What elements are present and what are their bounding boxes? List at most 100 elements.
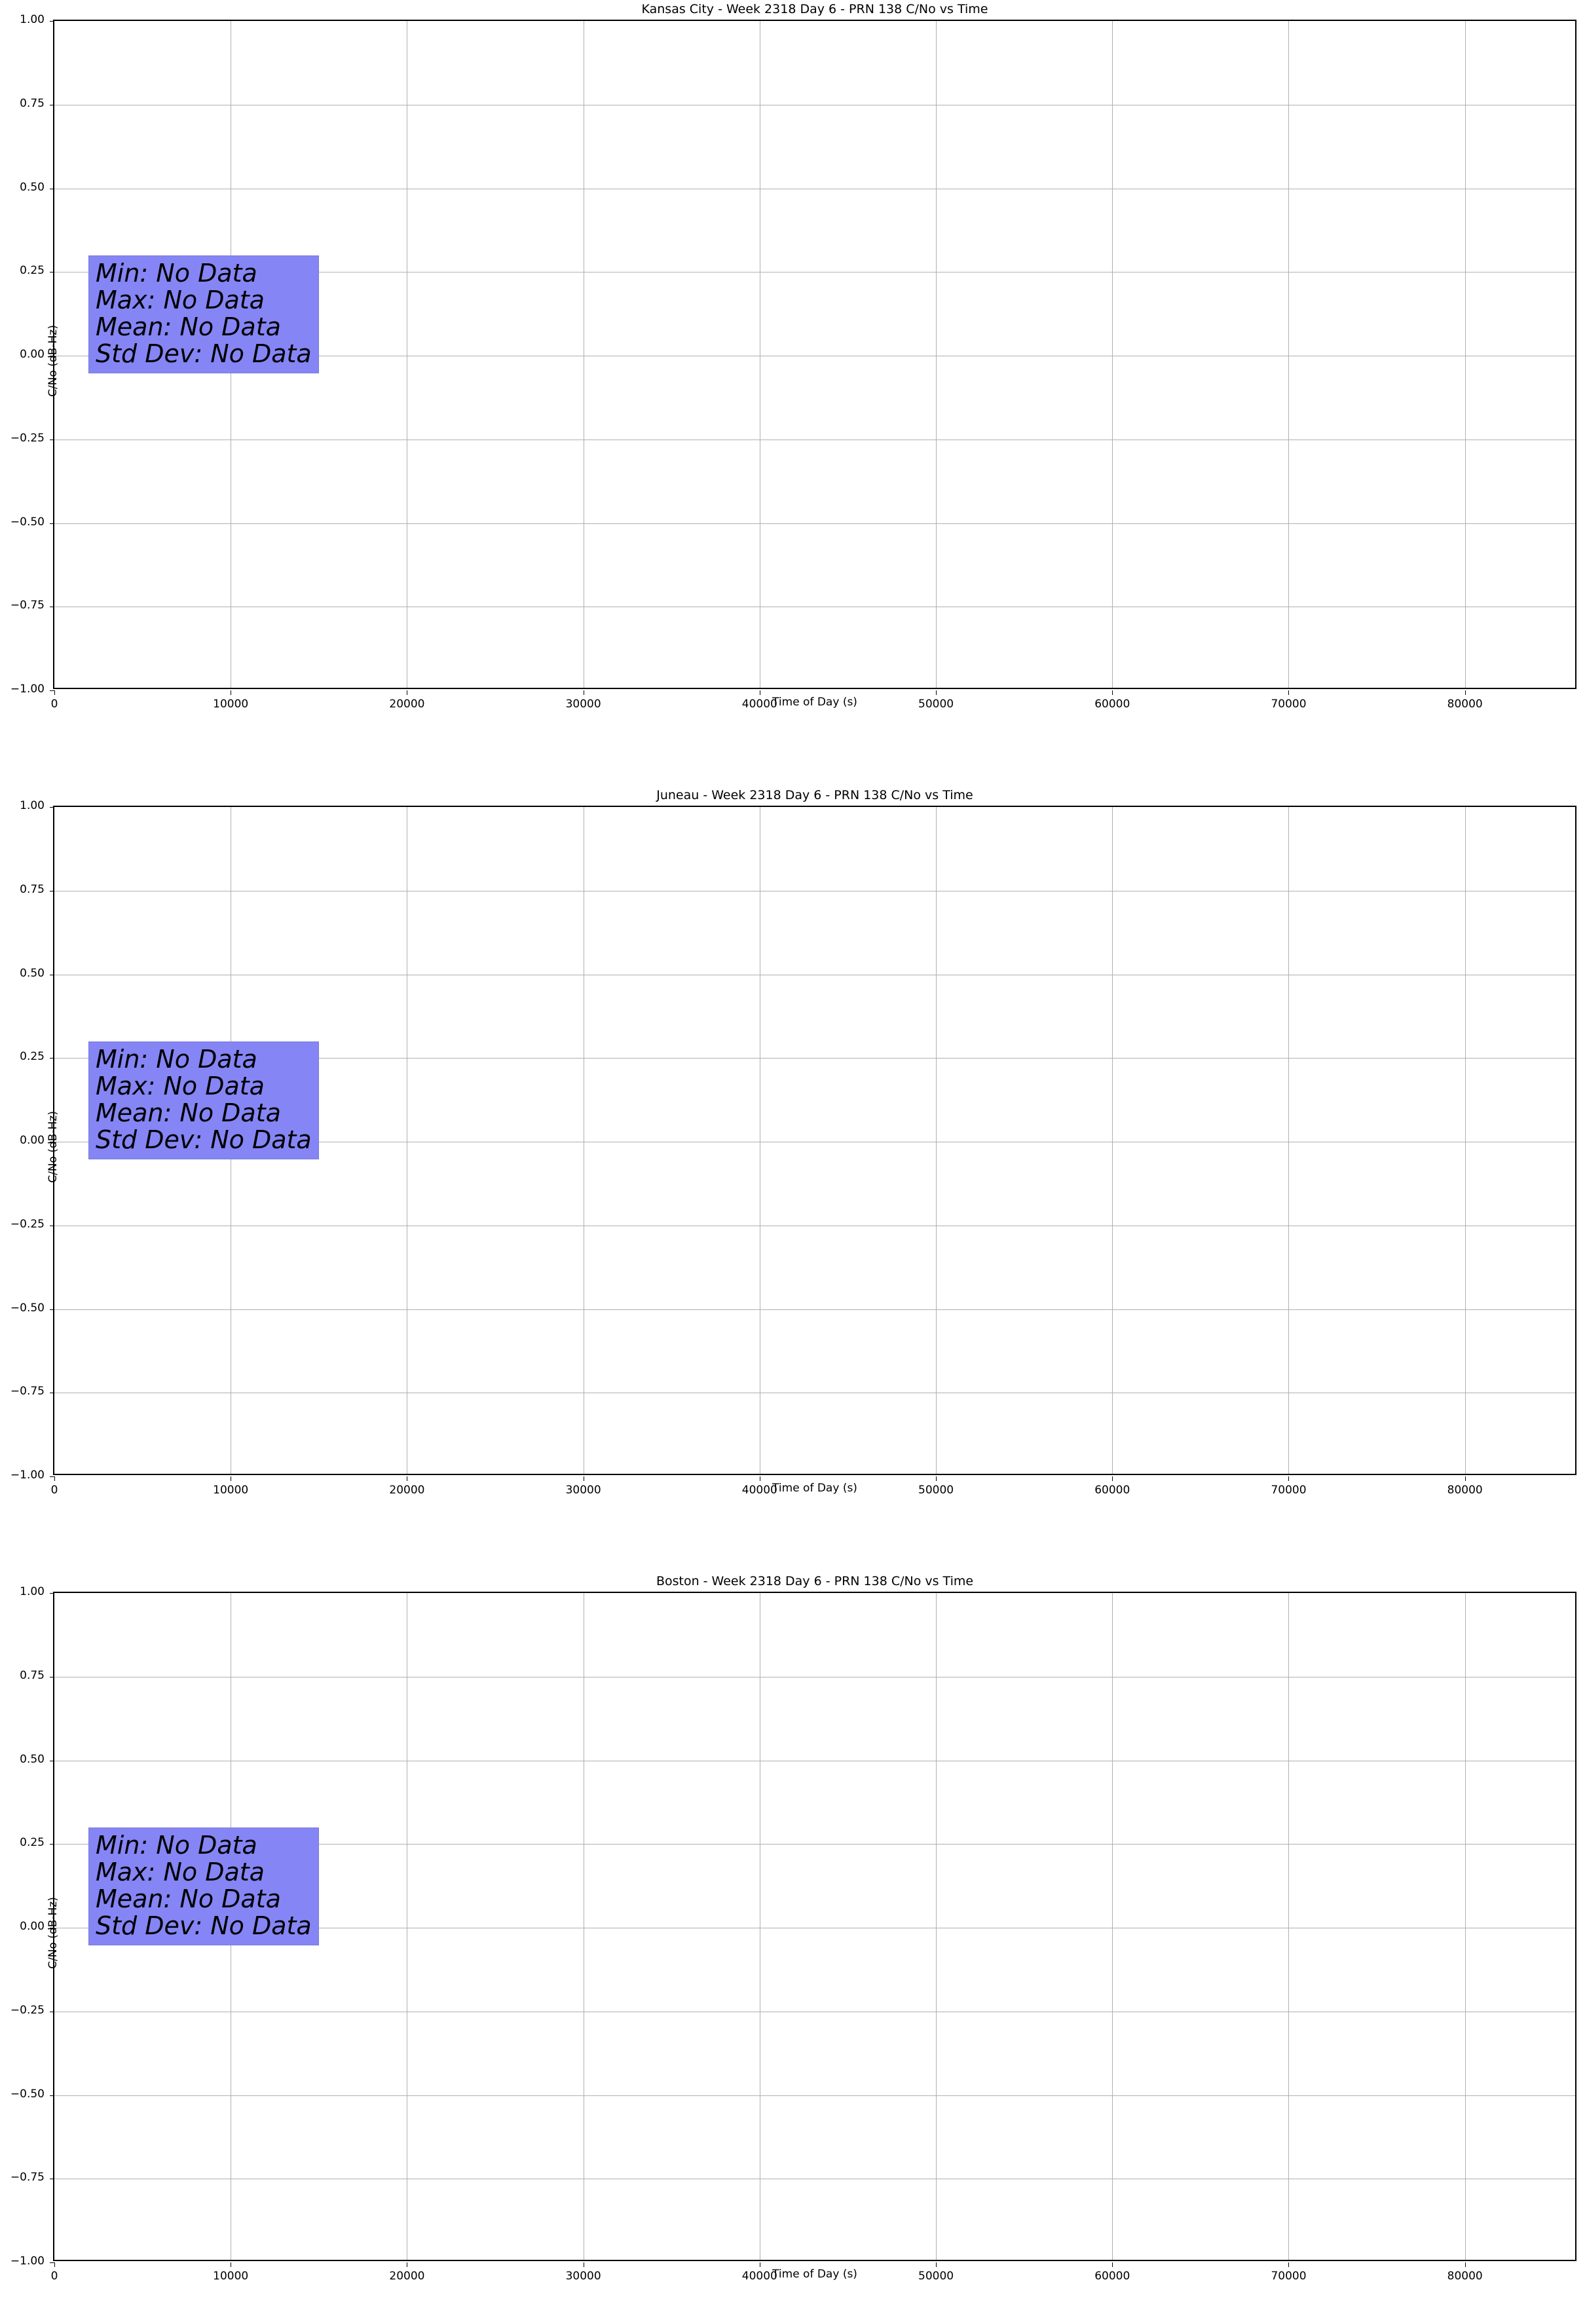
y-tick-mark	[50, 1058, 54, 1059]
y-tick-label: −0.75	[10, 1385, 45, 1398]
y-tick-mark	[50, 2095, 54, 2096]
statistics-annotation-box: Min: No Data Max: No Data Mean: No Data …	[88, 255, 319, 373]
y-tick-label: 0.50	[20, 1752, 45, 1766]
gridline-vertical	[1464, 1593, 1466, 2260]
y-tick-label: −0.25	[10, 1217, 45, 1231]
x-tick-mark	[1112, 690, 1113, 695]
y-tick-labels: −1.00 −0.75 −0.50 −0.25 0.00 0.25 0.50 0.75 1.00	[0, 799, 45, 1482]
chart-panel-boston: Boston - Week 2318 Day 6 - PRN 138 C/No …	[0, 1572, 1585, 2293]
y-tick-label: −1.00	[10, 2255, 45, 2268]
x-tick-mark	[936, 690, 937, 695]
stat-mean: Mean: No Data	[96, 1098, 281, 1127]
x-tick-mark	[54, 2262, 55, 2267]
x-tick-label: 10000	[213, 1484, 249, 1497]
y-tick-label: −0.75	[10, 599, 45, 612]
stat-std-dev: Std Dev: No Data	[96, 1125, 312, 1154]
x-tick-label: 20000	[389, 1484, 425, 1497]
y-tick-mark	[50, 1593, 54, 1594]
y-tick-label: 0.50	[20, 180, 45, 194]
x-tick-label: 50000	[918, 2270, 954, 2283]
x-axis-label: Time of Day (s)	[772, 696, 857, 709]
stat-min: Min: No Data	[96, 1831, 257, 1860]
x-tick-label: 50000	[918, 1484, 954, 1497]
y-tick-label: −0.50	[10, 2087, 45, 2101]
y-tick-mark	[50, 807, 54, 808]
x-tick-label: 60000	[1094, 1484, 1130, 1497]
y-tick-mark	[50, 2262, 54, 2263]
y-tick-label: 0.25	[20, 1050, 45, 1064]
x-tick-label: 0	[50, 1484, 58, 1497]
y-tick-label: −0.25	[10, 2003, 45, 2017]
y-tick-label: 1.00	[20, 799, 45, 812]
x-tick-mark	[1288, 690, 1290, 695]
y-tick-label: −0.50	[10, 515, 45, 529]
gridline-vertical	[1288, 21, 1290, 688]
gridline-horizontal	[54, 2095, 1575, 2096]
x-tick-mark	[936, 2262, 937, 2267]
x-axis-label: Time of Day (s)	[772, 1482, 857, 1495]
x-tick-label: 20000	[389, 698, 425, 711]
x-tick-mark	[54, 690, 55, 695]
y-tick-label: −1.00	[10, 1469, 45, 1482]
plot-area: Min: No Data Max: No Data Mean: No Data …	[50, 20, 1576, 711]
x-tick-label: 30000	[565, 698, 601, 711]
x-tick-mark	[1288, 2262, 1290, 2267]
stat-max: Max: No Data	[96, 1858, 265, 1886]
gridline-vertical	[1112, 21, 1113, 688]
y-tick-label: −0.50	[10, 1301, 45, 1315]
statistics-annotation-box: Min: No Data Max: No Data Mean: No Data …	[88, 1827, 319, 1945]
x-tick-mark	[1464, 690, 1466, 695]
y-tick-label: −0.25	[10, 431, 45, 445]
statistics-annotation-box: Min: No Data Max: No Data Mean: No Data …	[88, 1041, 319, 1159]
gridline-vertical	[936, 807, 937, 1474]
stat-std-dev: Std Dev: No Data	[96, 1911, 312, 1940]
x-tick-label: 60000	[1094, 2270, 1130, 2283]
y-axis-label: C/No (dB-Hz)	[47, 1897, 60, 1969]
y-tick-labels: −1.00 −0.75 −0.50 −0.25 0.00 0.25 0.50 0.75 1.00	[0, 1585, 45, 2268]
chart-title: Kansas City - Week 2318 Day 6 - PRN 138 …	[641, 2, 988, 16]
x-tick-label: 60000	[1094, 698, 1130, 711]
x-tick-label: 70000	[1271, 698, 1307, 711]
stat-min: Min: No Data	[96, 1045, 257, 1074]
stat-max: Max: No Data	[96, 286, 265, 314]
x-tick-label: 40000	[741, 1484, 777, 1497]
x-tick-label: 0	[50, 698, 58, 711]
y-axis-label: C/No (dB-Hz)	[47, 1111, 60, 1183]
x-tick-mark	[1112, 1476, 1113, 1481]
x-tick-label: 40000	[741, 2270, 777, 2283]
y-tick-label: −1.00	[10, 683, 45, 696]
x-tick-label: 80000	[1447, 1484, 1483, 1497]
gridline-vertical	[936, 1593, 937, 2260]
x-tick-mark	[1112, 2262, 1113, 2267]
gridline-vertical	[1112, 1593, 1113, 2260]
x-tick-label: 50000	[918, 698, 954, 711]
chart-title: Juneau - Week 2318 Day 6 - PRN 138 C/No …	[656, 788, 973, 802]
y-tick-labels: −1.00 −0.75 −0.50 −0.25 0.00 0.25 0.50 0.75 1.00	[0, 13, 45, 696]
y-tick-label: 0.75	[20, 96, 45, 110]
chart-title: Boston - Week 2318 Day 6 - PRN 138 C/No …	[656, 1574, 974, 1588]
x-tick-mark	[54, 1476, 55, 1481]
x-tick-mark	[1464, 2262, 1466, 2267]
plot-area: Min: No Data Max: No Data Mean: No Data …	[50, 806, 1576, 1497]
x-tick-label: 80000	[1447, 698, 1483, 711]
stat-mean: Mean: No Data	[96, 1884, 281, 1913]
x-tick-mark	[1288, 1476, 1290, 1481]
y-tick-mark	[50, 1844, 54, 1845]
y-tick-mark	[50, 1309, 54, 1310]
gridline-vertical	[1112, 807, 1113, 1474]
gridline-vertical	[936, 21, 937, 688]
y-tick-label: 0.25	[20, 264, 45, 278]
y-tick-label: 0.00	[20, 1920, 45, 1933]
x-axis-label: Time of Day (s)	[772, 2268, 857, 2281]
x-tick-label: 40000	[741, 698, 777, 711]
gridline-vertical	[1288, 807, 1290, 1474]
y-tick-label: 0.25	[20, 1836, 45, 1850]
y-axis-label: C/No (dB-Hz)	[47, 325, 60, 397]
gridline-horizontal	[54, 1058, 1575, 1059]
y-tick-label: 0.50	[20, 966, 45, 980]
x-tick-label: 10000	[213, 698, 249, 711]
x-tick-label: 70000	[1271, 2270, 1307, 2283]
gridline-horizontal	[54, 523, 1575, 524]
y-tick-label: 0.00	[20, 348, 45, 361]
y-tick-mark	[50, 690, 54, 691]
